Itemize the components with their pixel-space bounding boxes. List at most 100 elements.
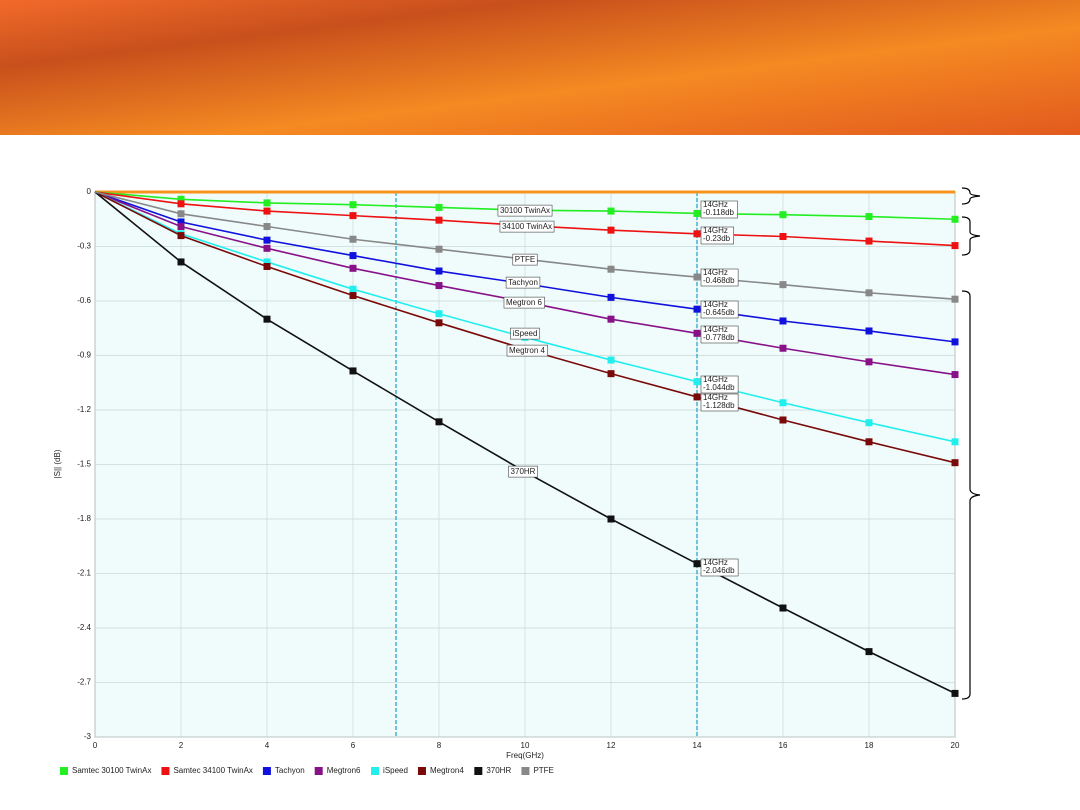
data-point bbox=[779, 233, 787, 241]
data-point bbox=[865, 419, 873, 427]
legend-swatch bbox=[371, 767, 380, 775]
data-point bbox=[607, 207, 615, 215]
legend-swatch bbox=[314, 767, 323, 775]
curve-label: PTFE bbox=[515, 255, 535, 264]
data-point bbox=[951, 242, 959, 250]
data-point bbox=[865, 237, 873, 245]
x-tick-label: 2 bbox=[179, 741, 184, 750]
data-point bbox=[693, 230, 701, 238]
y-tick-label: -2.7 bbox=[77, 678, 91, 687]
callout-value: -0.778db bbox=[703, 333, 735, 342]
callout-frequency: 14GHz bbox=[703, 375, 728, 384]
callout-value: -2.046db bbox=[703, 566, 735, 575]
data-point bbox=[177, 223, 185, 231]
legend-label: Samtec 30100 TwinAx bbox=[72, 766, 151, 775]
legend-label: Samtec 34100 TwinAx bbox=[173, 766, 252, 775]
curve-label-box bbox=[503, 296, 545, 309]
callout-value: -0.645db bbox=[703, 308, 735, 317]
legend-swatch bbox=[521, 767, 530, 775]
callout-frequency: 14GHz bbox=[703, 558, 728, 567]
data-point bbox=[865, 213, 873, 221]
brackets bbox=[961, 187, 981, 700]
legend-swatch bbox=[417, 767, 426, 775]
y-tick-label: -3 bbox=[84, 732, 92, 741]
curve-label-box bbox=[497, 204, 553, 217]
callout-frequency: 14GHz bbox=[703, 200, 728, 209]
data-point bbox=[865, 648, 873, 656]
data-point bbox=[951, 295, 959, 303]
data-point bbox=[349, 201, 357, 209]
callout-frequency: 14GHz bbox=[703, 393, 728, 402]
data-point bbox=[435, 216, 443, 224]
callout-box bbox=[700, 226, 734, 245]
legend-label: PTFE bbox=[533, 766, 553, 775]
data-point bbox=[349, 235, 357, 243]
data-point bbox=[263, 199, 271, 207]
legend-swatch bbox=[60, 767, 68, 775]
data-point bbox=[865, 289, 873, 297]
data-point bbox=[951, 371, 959, 379]
curve-label-box bbox=[499, 220, 555, 233]
x-tick-label: 16 bbox=[779, 741, 788, 750]
data-point bbox=[263, 315, 271, 323]
callout-box bbox=[700, 300, 739, 319]
data-point bbox=[349, 252, 357, 260]
data-point bbox=[951, 689, 959, 697]
data-point bbox=[607, 515, 615, 523]
data-point bbox=[263, 207, 271, 215]
data-point bbox=[607, 315, 615, 323]
legend-label: iSpeed bbox=[383, 766, 408, 775]
data-point bbox=[951, 338, 959, 346]
x-axis-label: Freq(GHz) bbox=[506, 751, 544, 760]
legend-label: Megtron6 bbox=[327, 766, 361, 775]
data-point bbox=[693, 273, 701, 281]
legend-swatch bbox=[474, 767, 483, 775]
data-point bbox=[435, 319, 443, 327]
legend-label: 370HR bbox=[486, 766, 511, 775]
data-point bbox=[607, 226, 615, 234]
data-point bbox=[435, 282, 443, 290]
callout-value: -1.044db bbox=[703, 383, 735, 392]
data-point bbox=[435, 418, 443, 426]
x-tick-label: 0 bbox=[93, 741, 98, 750]
data-point bbox=[607, 265, 615, 273]
callout-box bbox=[700, 375, 739, 394]
y-tick-label: -1.5 bbox=[77, 460, 91, 469]
header-band bbox=[0, 0, 1080, 135]
data-point bbox=[263, 258, 271, 266]
x-tick-label: 4 bbox=[265, 741, 270, 750]
y-axis-label: |S|| (dB) bbox=[53, 449, 62, 478]
callout-box bbox=[700, 268, 739, 287]
curve-label-box bbox=[506, 344, 548, 357]
data-point bbox=[177, 200, 185, 208]
data-point bbox=[779, 317, 787, 325]
x-tick-label: 18 bbox=[865, 741, 874, 750]
data-point bbox=[349, 292, 357, 300]
data-point bbox=[865, 327, 873, 335]
data-point bbox=[435, 267, 443, 275]
data-point bbox=[779, 344, 787, 352]
data-point bbox=[435, 310, 443, 318]
data-point bbox=[693, 560, 701, 568]
data-point bbox=[263, 244, 271, 252]
data-point bbox=[607, 293, 615, 301]
callout-value: -0.468db bbox=[703, 276, 735, 285]
x-tick-label: 14 bbox=[693, 741, 702, 750]
data-point bbox=[779, 399, 787, 407]
data-point bbox=[177, 258, 185, 266]
callout-value: -0.23db bbox=[703, 234, 731, 243]
curve-label: Tachyon bbox=[508, 278, 538, 287]
data-point bbox=[263, 262, 271, 270]
callout-frequency: 14GHz bbox=[703, 325, 728, 334]
data-point bbox=[779, 211, 787, 219]
x-tick-label: 20 bbox=[951, 741, 960, 750]
callout-frequency: 14GHz bbox=[703, 226, 728, 235]
data-point bbox=[607, 356, 615, 364]
curve-label-box bbox=[510, 327, 540, 340]
data-point bbox=[263, 236, 271, 244]
data-point bbox=[693, 329, 701, 337]
data-point bbox=[349, 367, 357, 375]
data-point bbox=[177, 232, 185, 240]
y-tick-label: -1.2 bbox=[77, 405, 91, 414]
y-tick-label: -0.6 bbox=[77, 296, 91, 305]
